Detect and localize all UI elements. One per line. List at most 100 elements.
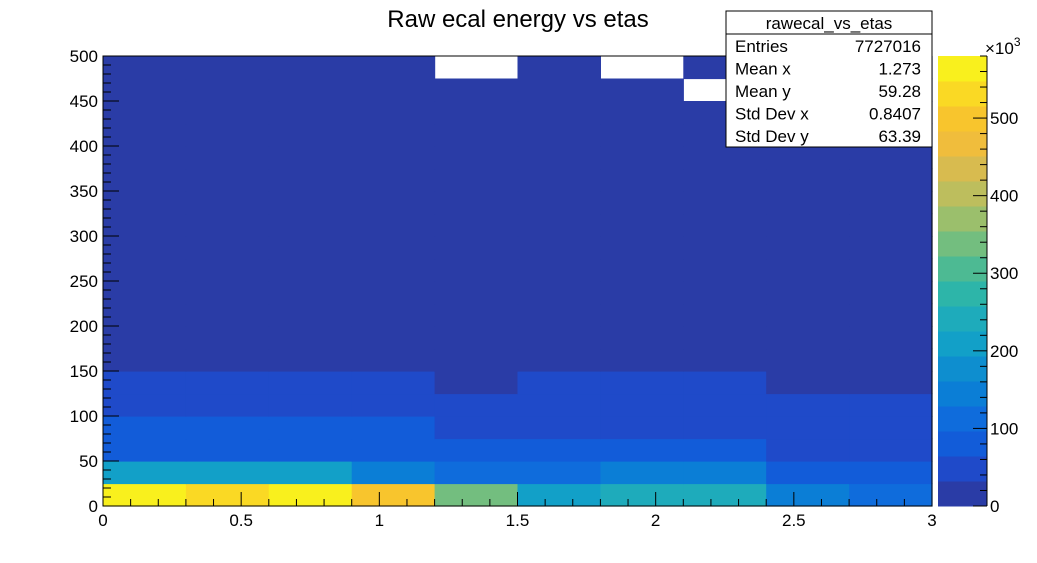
heatmap-cell [434,101,519,125]
heatmap-cell [434,461,519,485]
heatmap-cell [683,326,767,350]
heatmap-cell [849,281,933,305]
z-tick-label: 0 [990,497,999,516]
heatmap-cell [849,146,933,170]
heatmap-cell [600,416,684,440]
heatmap-cell [683,461,767,485]
heatmap-cell [434,303,519,327]
x-tick-label: 2.5 [782,511,806,530]
heatmap-cell [103,371,187,395]
z-tick-label: 100 [990,419,1018,438]
heatmap-cell [103,438,187,462]
stats-value: 0.8407 [869,105,921,124]
heatmap-cell [849,236,933,260]
heatmap-cell [517,371,601,395]
z-axis: 0 100 200 300 400 500 [973,55,1018,516]
heatmap-cell [268,101,353,125]
heatmap-cell [600,168,684,192]
heatmap-cell [268,416,353,440]
heatmap-cell [268,146,353,170]
heatmap-cell [103,146,187,170]
heatmap-cell [434,326,519,350]
heatmap-cell [849,213,933,237]
heatmap-cell [600,236,684,260]
heatmap-cell [766,213,850,237]
palette-swatch [938,306,987,332]
heatmap-cell [434,123,519,147]
heatmap-cell [434,371,519,395]
heatmap-cell [351,56,436,80]
heatmap-cell [766,461,850,485]
heatmap-cell [517,101,601,125]
heatmap-cell [185,101,270,125]
palette-swatch [938,406,987,432]
heatmap-cell [517,191,601,215]
palette-swatch [938,81,987,107]
heatmap-cell [849,168,933,192]
chart-title: Raw ecal energy vs etas [387,6,648,33]
heatmap-cell [268,371,353,395]
y-axis: 0 50 100 150 200 250 300 350 400 450 500 [70,47,119,516]
heatmap-cell [185,191,270,215]
heatmap-cell [103,483,187,507]
heatmap-cell [185,303,270,327]
y-tick-label: 450 [70,92,98,111]
heatmap-cell [268,56,353,80]
heatmap-cell [517,393,601,417]
heatmap-cell [185,281,270,305]
heatmap-cell [351,303,436,327]
z-tick-label: 400 [990,187,1018,206]
heatmap-cell [268,348,353,372]
heatmap-cell [766,348,850,372]
heatmap-cell [268,168,353,192]
heatmap-cell [600,213,684,237]
heatmap-cell [185,78,270,102]
heatmap-cell [434,348,519,372]
heatmap-cell [434,78,519,102]
heatmap-cell [517,78,601,102]
heatmap-cell [103,348,187,372]
heatmap-cell [766,483,850,507]
heatmap-cell [683,371,767,395]
heatmap-cell [600,191,684,215]
heatmap-cell [434,146,519,170]
stats-label: Entries [735,37,788,56]
heatmap-cell [600,348,684,372]
heatmap-cell [766,393,850,417]
heatmap-cell [517,168,601,192]
heatmap-cell [517,483,601,507]
heatmap-cell [351,483,436,507]
heatmap-cell [185,56,270,80]
palette-swatch [938,456,987,482]
heatmap-cell [185,146,270,170]
heatmap-cell [517,348,601,372]
heatmap-cell [434,258,519,282]
heatmap-cell [600,146,684,170]
heatmap-cell [517,146,601,170]
heatmap-cell [683,416,767,440]
heatmap-cell [517,438,601,462]
stats-value: 59.28 [878,82,921,101]
heatmap-cell [517,236,601,260]
heatmap-cell [683,393,767,417]
palette-swatch [938,331,987,357]
y-tick-label: 0 [89,497,98,516]
heatmap-cell [351,438,436,462]
heatmap-cell [185,438,270,462]
palette-swatch [938,206,987,232]
heatmap-cell [268,191,353,215]
z-tick-label: 300 [990,264,1018,283]
heatmap-cell [268,78,353,102]
heatmap-cell [103,123,187,147]
heatmap-cell [185,348,270,372]
heatmap-cell [103,56,187,80]
stats-box-name: rawecal_vs_etas [766,14,893,33]
heatmap-cell [185,393,270,417]
y-tick-label: 50 [79,452,98,471]
heatmap-cell [683,168,767,192]
heatmap-cell [600,258,684,282]
heatmap-cell [849,191,933,215]
heatmap-cell [683,213,767,237]
palette-swatch [938,431,987,457]
